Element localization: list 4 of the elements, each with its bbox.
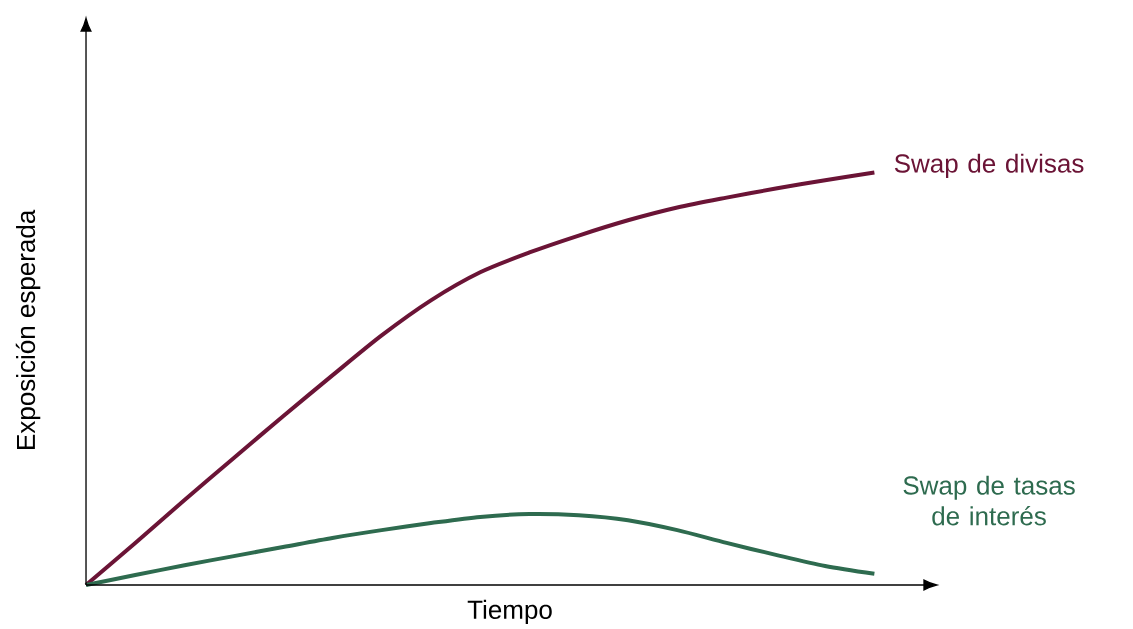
series-label: Swap de divisas (894, 153, 1084, 178)
x-axis-title: Tiempo (467, 599, 552, 625)
y-axis-title: Exposición esperada (15, 209, 41, 449)
text: Swap de tasas de interés (903, 475, 1075, 526)
